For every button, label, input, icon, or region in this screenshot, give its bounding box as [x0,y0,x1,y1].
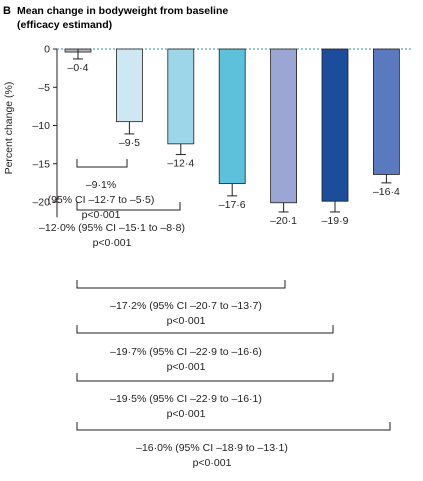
comparison-label: p<0·001 [193,457,232,469]
comparison-bracket [76,373,334,382]
comparison-label: (95% CI –12·7 to –5·5) [48,194,155,206]
comparison-label: –12·0% (95% CI –15·1 to –8·8) [39,222,185,234]
chart-title-line-2: (efficacy estimand) [17,19,112,31]
comparison-label: –17·2% (95% CI –20·7 to –13·7) [110,300,262,312]
comparison-brackets: –9·1%(95% CI –12·7 to –5·5)p<0·001–12·0%… [39,159,391,469]
comparison-label: –9·1% [86,179,116,191]
comparison-bracket [76,422,391,431]
bar [270,48,298,204]
bar [321,48,349,202]
y-tick-label: –15 [32,158,50,170]
y-axis-label: Percent change (%) [3,82,15,175]
y-tick-label: –20 [32,197,50,209]
comparison-label: –19·7% (95% CI –22·9 to –16·6) [110,346,262,358]
bar [372,48,400,175]
comparison-label: p<0·001 [167,315,206,327]
bar [167,48,195,145]
comparison-bracket [76,202,181,211]
y-tick-label: –5 [38,82,50,94]
value-label: –0·4 [67,62,88,74]
value-label: –12·4 [167,158,194,170]
bar [116,48,143,123]
value-label: –17·6 [219,199,246,211]
comparison-bracket [76,159,128,168]
comparison-label: p<0·001 [167,361,206,373]
value-label: –9·5 [119,137,140,149]
comparison-label: –16·0% (95% CI –18·9 to –13·1) [136,442,288,454]
comparison-bracket [76,325,334,334]
y-tick-label: 0 [44,44,50,56]
comparison-label: p<0·001 [167,408,206,420]
value-label: –19·9 [322,215,349,227]
value-label: –20·1 [270,215,297,227]
comparison-label: p<0·001 [82,209,121,221]
value-label: –16·4 [373,186,400,198]
comparison-label: –19·5% (95% CI –22·9 to –16·1) [110,393,262,405]
bar [218,48,246,185]
comparison-bracket [76,280,286,289]
panel-letter: B [3,5,11,17]
comparison-label: p<0·001 [93,237,132,249]
y-tick-label: –10 [32,120,50,132]
chart-title-line-1: Mean change in bodyweight from baseline [17,5,228,17]
bars: –0·4 –9·5 –12·4 –17·6 –20·1 –19·9 –16·4 [64,48,400,227]
